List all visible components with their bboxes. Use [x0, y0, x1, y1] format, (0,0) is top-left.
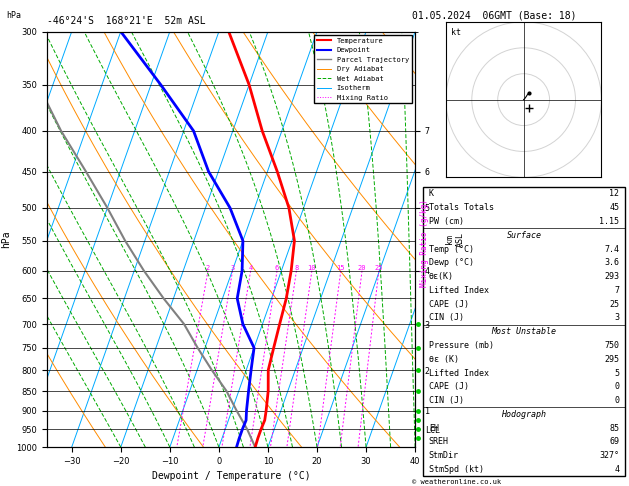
- Text: StmSpd (kt): StmSpd (kt): [429, 465, 484, 474]
- Text: -46°24'S  168°21'E  52m ASL: -46°24'S 168°21'E 52m ASL: [47, 16, 206, 26]
- Text: Mixing Ratio (g/kg): Mixing Ratio (g/kg): [420, 199, 429, 287]
- Y-axis label: km
ASL: km ASL: [445, 232, 465, 247]
- Text: 1.15: 1.15: [599, 217, 619, 226]
- Text: CIN (J): CIN (J): [429, 396, 464, 405]
- Text: 12: 12: [609, 190, 619, 198]
- Text: Hodograph: Hodograph: [501, 410, 547, 419]
- Text: 5: 5: [614, 368, 619, 378]
- Text: CAPE (J): CAPE (J): [429, 382, 469, 391]
- Text: CIN (J): CIN (J): [429, 313, 464, 322]
- Text: © weatheronline.co.uk: © weatheronline.co.uk: [412, 479, 501, 485]
- Text: hPa: hPa: [6, 11, 21, 20]
- Text: 01.05.2024  06GMT (Base: 18): 01.05.2024 06GMT (Base: 18): [412, 11, 577, 21]
- Text: 0: 0: [614, 396, 619, 405]
- Text: kt: kt: [451, 28, 461, 37]
- Text: 10: 10: [308, 265, 316, 271]
- Text: Surface: Surface: [506, 231, 542, 240]
- Text: Totals Totals: Totals Totals: [429, 203, 494, 212]
- Text: Temp (°C): Temp (°C): [429, 244, 474, 254]
- Text: StmDir: StmDir: [429, 451, 459, 460]
- X-axis label: Dewpoint / Temperature (°C): Dewpoint / Temperature (°C): [152, 471, 311, 482]
- Text: 15: 15: [337, 265, 345, 271]
- Text: 295: 295: [604, 355, 619, 364]
- Text: Dewp (°C): Dewp (°C): [429, 259, 474, 267]
- Text: θε(K): θε(K): [429, 272, 454, 281]
- Text: 3: 3: [614, 313, 619, 322]
- Text: 45: 45: [609, 203, 619, 212]
- Y-axis label: hPa: hPa: [1, 230, 11, 248]
- Text: 25: 25: [375, 265, 383, 271]
- Text: 6: 6: [275, 265, 279, 271]
- Text: 2: 2: [206, 265, 210, 271]
- Text: 8: 8: [294, 265, 299, 271]
- Text: 3: 3: [230, 265, 235, 271]
- Text: Lifted Index: Lifted Index: [429, 286, 489, 295]
- Text: 85: 85: [609, 424, 619, 433]
- Text: Pressure (mb): Pressure (mb): [429, 341, 494, 350]
- Text: Lifted Index: Lifted Index: [429, 368, 489, 378]
- Text: 4: 4: [248, 265, 253, 271]
- Text: 4: 4: [614, 465, 619, 474]
- Text: 3.6: 3.6: [604, 259, 619, 267]
- Text: 0: 0: [614, 382, 619, 391]
- Text: 69: 69: [609, 437, 619, 446]
- Text: SREH: SREH: [429, 437, 448, 446]
- Text: 750: 750: [604, 341, 619, 350]
- Legend: Temperature, Dewpoint, Parcel Trajectory, Dry Adiabat, Wet Adiabat, Isotherm, Mi: Temperature, Dewpoint, Parcel Trajectory…: [314, 35, 411, 104]
- Text: θε (K): θε (K): [429, 355, 459, 364]
- Text: CAPE (J): CAPE (J): [429, 300, 469, 309]
- Text: PW (cm): PW (cm): [429, 217, 464, 226]
- Text: Most Unstable: Most Unstable: [491, 327, 557, 336]
- Text: 25: 25: [609, 300, 619, 309]
- Text: EH: EH: [429, 424, 439, 433]
- Text: K: K: [429, 190, 434, 198]
- Text: 7.4: 7.4: [604, 244, 619, 254]
- Text: 293: 293: [604, 272, 619, 281]
- Text: 7: 7: [614, 286, 619, 295]
- Text: 327°: 327°: [599, 451, 619, 460]
- Text: 20: 20: [358, 265, 366, 271]
